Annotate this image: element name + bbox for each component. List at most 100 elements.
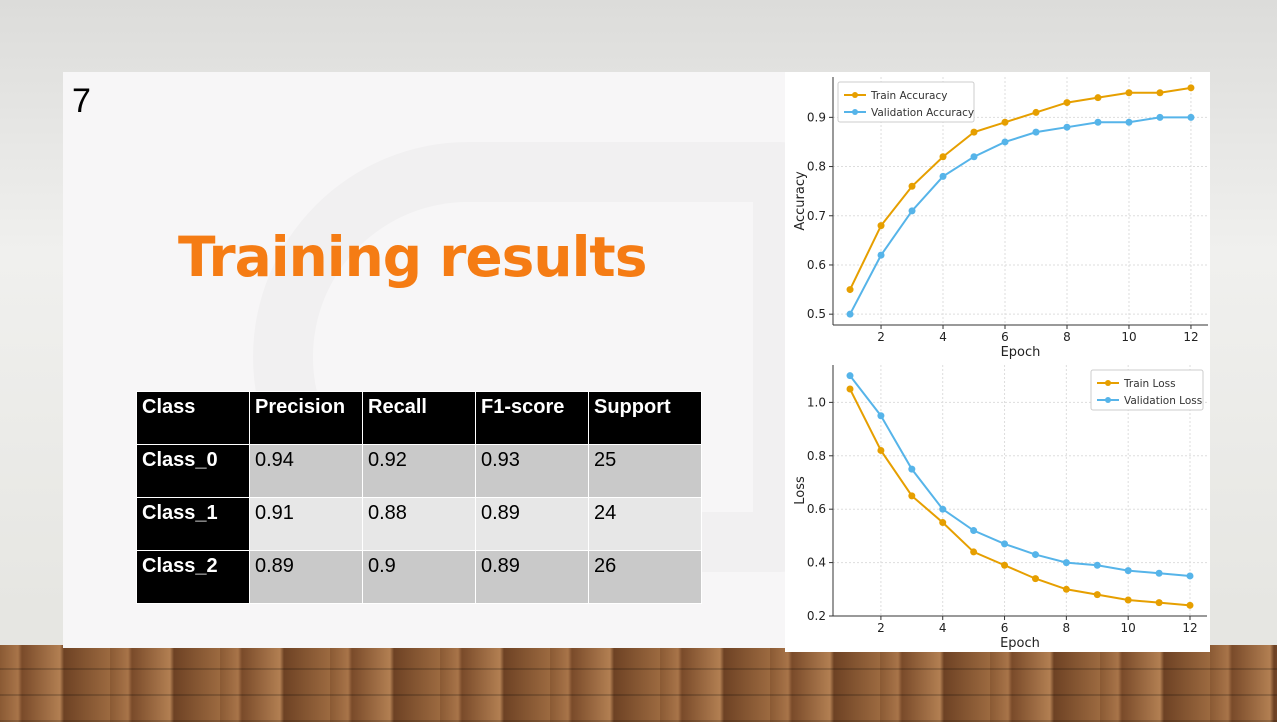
x-tick-label: 10 bbox=[1121, 330, 1136, 344]
cell: 0.9 bbox=[362, 550, 476, 604]
legend-marker bbox=[1105, 397, 1111, 403]
x-axis-label: Epoch bbox=[1001, 345, 1041, 360]
chart-loss: 2 4 6 8 10 12 0.2 0.4 0.6 0.8 1.0 Epoch Loss Train Lo… bbox=[793, 365, 1207, 651]
data-point bbox=[1063, 123, 1071, 131]
wood-floor-background bbox=[0, 645, 1277, 722]
legend: Train Accuracy Validation Accuracy bbox=[837, 81, 975, 123]
y-tick-label: 0.8 bbox=[807, 449, 826, 463]
data-point bbox=[939, 172, 947, 180]
cell: 24 bbox=[588, 497, 702, 551]
legend-box bbox=[837, 81, 975, 123]
data-point bbox=[1001, 118, 1009, 126]
data-point bbox=[1187, 113, 1195, 121]
data-point bbox=[1155, 569, 1163, 577]
slide-title: Training results bbox=[178, 225, 647, 289]
slide-number: 7 bbox=[72, 82, 91, 120]
y-tick-label: 0.6 bbox=[807, 258, 826, 272]
y-tick-label: 1.0 bbox=[807, 395, 826, 409]
data-point bbox=[1186, 601, 1194, 609]
data-point bbox=[877, 251, 885, 259]
metrics-table: Class Precision Recall F1-score Support … bbox=[136, 391, 702, 604]
series-line bbox=[849, 375, 1191, 577]
data-point bbox=[939, 519, 947, 527]
cell: 0.91 bbox=[249, 497, 363, 551]
header-cell: Class bbox=[136, 391, 250, 445]
x-tick-label: 10 bbox=[1121, 621, 1136, 635]
data-point bbox=[1062, 585, 1070, 593]
data-point bbox=[1125, 89, 1133, 97]
data-point bbox=[1155, 599, 1163, 607]
data-point bbox=[1093, 591, 1101, 599]
data-point bbox=[1001, 540, 1009, 548]
cell: 0.93 bbox=[475, 444, 589, 498]
cell: 0.89 bbox=[475, 497, 589, 551]
x-tick-label: 6 bbox=[1001, 330, 1009, 344]
data-point bbox=[1001, 561, 1009, 569]
y-tick-label: 0.8 bbox=[807, 160, 826, 174]
y-axis-label: Loss bbox=[793, 476, 808, 505]
data-point bbox=[970, 153, 978, 161]
y-tick-label: 0.5 bbox=[807, 307, 826, 321]
cell: 0.88 bbox=[362, 497, 476, 551]
class-cell: Class_1 bbox=[136, 497, 250, 551]
table-row: Class_2 0.89 0.9 0.89 26 bbox=[136, 550, 702, 604]
data-point bbox=[877, 412, 885, 420]
series-line bbox=[849, 116, 1191, 315]
x-tick-label: 2 bbox=[877, 330, 885, 344]
cell: 0.89 bbox=[249, 550, 363, 604]
class-cell: Class_0 bbox=[136, 444, 250, 498]
y-tick-label: 0.6 bbox=[807, 502, 826, 516]
class-cell: Class_2 bbox=[136, 550, 250, 604]
table-header-row: Class Precision Recall F1-score Support bbox=[136, 391, 702, 445]
data-point bbox=[846, 310, 854, 318]
cell: 0.94 bbox=[249, 444, 363, 498]
legend-label: Validation Accuracy bbox=[871, 107, 974, 119]
data-point bbox=[908, 465, 916, 473]
data-point bbox=[1125, 118, 1133, 126]
data-point bbox=[1124, 596, 1132, 604]
x-axis-label: Epoch bbox=[1000, 636, 1040, 651]
x-tick-label: 4 bbox=[939, 621, 947, 635]
data-point bbox=[1031, 575, 1039, 583]
y-axis-label: Accuracy bbox=[793, 171, 808, 231]
data-point bbox=[1093, 561, 1101, 569]
data-point bbox=[939, 153, 947, 161]
y-tick-label: 0.2 bbox=[807, 609, 826, 623]
charts-panel: 2 4 6 8 10 12 0.5 0.6 0.7 0.8 0.9 Epoch Accuracy Trai… bbox=[785, 72, 1210, 652]
legend-label: Train Loss bbox=[1123, 378, 1176, 390]
data-point bbox=[970, 128, 978, 136]
legend-marker bbox=[1105, 380, 1111, 386]
chart-accuracy: 2 4 6 8 10 12 0.5 0.6 0.7 0.8 0.9 Epoch Accuracy Trai… bbox=[793, 77, 1208, 360]
table-row: Class_0 0.94 0.92 0.93 25 bbox=[136, 444, 702, 498]
x-tick-label: 2 bbox=[877, 621, 885, 635]
data-point bbox=[846, 385, 854, 393]
header-cell: F1-score bbox=[475, 391, 589, 445]
legend: Train Loss Validation Loss bbox=[1090, 369, 1204, 411]
series-line bbox=[849, 86, 1192, 291]
data-point bbox=[1032, 108, 1040, 116]
data-point bbox=[877, 446, 885, 454]
data-point bbox=[1186, 572, 1194, 580]
data-point bbox=[1156, 113, 1164, 121]
data-point bbox=[1124, 567, 1132, 575]
legend-label: Validation Loss bbox=[1124, 395, 1202, 407]
data-point bbox=[846, 372, 854, 380]
data-point bbox=[908, 182, 916, 190]
data-point bbox=[1094, 118, 1102, 126]
charts-svg: 2 4 6 8 10 12 0.5 0.6 0.7 0.8 0.9 Epoch Accuracy Trai… bbox=[793, 77, 1208, 651]
legend-marker bbox=[852, 92, 858, 98]
data-point bbox=[1187, 84, 1195, 92]
x-tick-label: 12 bbox=[1183, 330, 1198, 344]
legend-label: Train Accuracy bbox=[870, 90, 947, 102]
x-tick-label: 8 bbox=[1063, 621, 1071, 635]
x-tick-label: 6 bbox=[1001, 621, 1009, 635]
data-point bbox=[1063, 99, 1071, 107]
x-tick-label: 12 bbox=[1182, 621, 1197, 635]
cell: 0.92 bbox=[362, 444, 476, 498]
y-tick-label: 0.9 bbox=[807, 110, 826, 124]
data-point bbox=[1094, 94, 1102, 102]
data-point bbox=[1031, 551, 1039, 559]
data-point bbox=[908, 492, 916, 500]
data-point bbox=[1062, 559, 1070, 567]
data-point bbox=[970, 527, 978, 535]
